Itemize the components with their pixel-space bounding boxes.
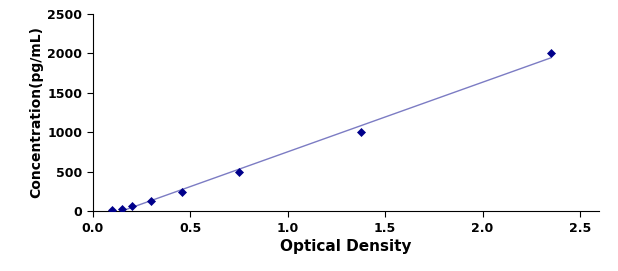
- X-axis label: Optical Density: Optical Density: [281, 239, 412, 254]
- Y-axis label: Concentration(pg/mL): Concentration(pg/mL): [29, 27, 43, 198]
